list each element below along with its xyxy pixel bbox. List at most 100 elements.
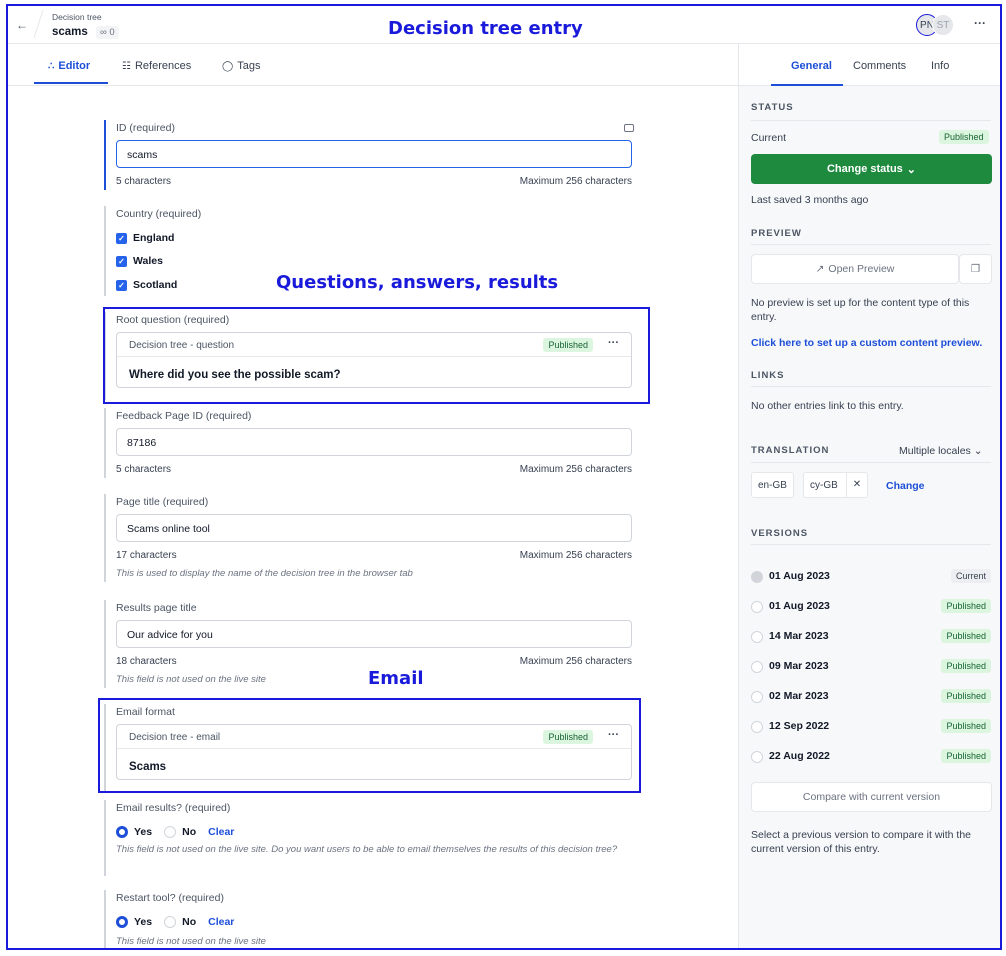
more-options-icon[interactable]: ··· [608,337,619,349]
field-country: Country (required) ✓ England ✓ Wales ✓ S… [104,206,644,296]
version-row[interactable]: 09 Mar 2023 Published [751,658,991,678]
version-row[interactable]: 12 Sep 2022 Published [751,718,991,738]
avatar[interactable]: ST [932,14,954,36]
compare-version-button[interactable]: Compare with current version [751,782,992,812]
tab-label: References [134,60,192,72]
comment-icon[interactable] [624,124,634,132]
checkbox-wales[interactable]: ✓ Wales [116,255,163,267]
version-radio[interactable] [751,631,763,643]
copy-preview-button[interactable]: ❐ [959,254,992,284]
references-count-badge[interactable]: ∞ 0 [96,26,119,39]
entry-title: scams [52,26,88,38]
tab-references[interactable]: ☷ References [122,60,191,72]
change-status-button[interactable]: Change status ⌄ [751,154,992,184]
radio-no[interactable] [164,826,177,838]
field-label: Restart tool? (required) [116,892,224,904]
field-bar [104,704,106,792]
section-heading-versions: VERSIONS [751,528,809,539]
radio-label: No [182,826,197,838]
field-bar [104,800,106,876]
change-locale-link[interactable]: Change [886,480,925,492]
radio-no[interactable] [164,916,177,928]
radio-label: Yes [134,916,153,928]
version-radio[interactable] [751,691,763,703]
tab-label: Editor [58,60,91,72]
compare-note: Select a previous version to compare it … [751,829,972,855]
card-title: Where did you see the possible scam? [129,369,341,381]
version-radio[interactable] [751,661,763,673]
char-max: Maximum 256 characters [519,550,632,561]
status-badge: Published [543,730,593,744]
section-heading-status: STATUS [751,102,794,113]
current-status-label: Current [751,132,787,144]
tab-info[interactable]: Info [931,60,950,72]
checkbox-checked-icon: ✓ [116,279,127,291]
button-label: Open Preview [828,263,895,275]
close-icon[interactable]: ✕ [845,473,867,497]
version-row[interactable]: 01 Aug 2023 Current [751,568,991,588]
field-label: Email format [116,706,175,718]
tab-editor[interactable]: ∴ Editor [48,60,90,72]
tab-comments[interactable]: Comments [853,60,907,72]
status-badge: Published [941,719,991,733]
active-tab-indicator [771,84,843,86]
card-header: Decision tree - email Published ··· [117,725,631,749]
id-input[interactable]: scams [116,140,632,168]
version-radio[interactable] [751,751,763,763]
field-bar [104,890,106,948]
button-label: Change status [826,163,903,175]
version-date: 22 Aug 2022 [769,750,830,762]
sidebar-tabs: General Comments Info [739,44,1000,86]
feedback-page-id-input[interactable]: 87186 [116,428,632,456]
version-row[interactable]: 02 Mar 2023 Published [751,688,991,708]
field-label: Results page title [116,602,197,614]
setup-preview-link[interactable]: Click here to set up a custom content pr… [751,337,983,349]
tab-label: Tags [237,60,261,72]
status-badge: Published [941,659,991,673]
more-options-icon[interactable]: ··· [608,729,619,741]
version-row[interactable]: 01 Aug 2023 Published [751,598,991,618]
copy-icon: ❐ [970,263,981,275]
references-count: 0 [109,27,115,38]
clear-link[interactable]: Clear [208,826,235,838]
radio-yes[interactable] [116,916,128,928]
radio-label: No [182,916,197,928]
page-title-input[interactable]: Scams online tool [116,514,632,542]
more-options-icon[interactable]: ··· [974,16,986,30]
results-page-title-input[interactable]: Our advice for you [116,620,632,648]
checkbox-checked-icon: ✓ [116,255,127,267]
card-content-type: Decision tree - question [129,340,235,351]
version-row[interactable]: 14 Mar 2023 Published [751,628,991,648]
char-count: 5 characters [116,176,172,187]
radio-yes[interactable] [116,826,128,838]
chevron-down-icon: ⌄ [906,163,916,176]
tab-general[interactable]: General [791,60,832,72]
card-title: Scams [129,761,167,773]
field-hint: This field is not used on the live site.… [116,844,618,855]
section-heading-links: LINKS [751,370,785,381]
linked-entry-card[interactable]: Decision tree - email Published ··· Scam… [116,724,632,780]
version-row[interactable]: 22 Aug 2022 Published [751,748,991,768]
version-radio[interactable] [751,721,763,733]
checkbox-england[interactable]: ✓ England [116,232,174,244]
chevron-down-icon: ⌄ [973,445,983,457]
highlight-box [98,698,641,793]
divider [751,120,991,121]
tab-tags[interactable]: ◯ Tags [222,60,260,72]
locale-label: en-GB [758,479,787,491]
char-count: 18 characters [116,656,177,667]
field-results-page-title: Results page title Our advice for you 18… [104,600,644,688]
status-badge: Published [941,689,991,703]
locale-tag: cy-GB ✕ [803,472,869,498]
back-arrow-icon[interactable]: ← [16,18,28,32]
version-radio[interactable] [751,601,763,613]
open-preview-button[interactable]: ↗ Open Preview [751,254,959,284]
char-max: Maximum 256 characters [519,656,632,667]
linked-entry-card[interactable]: Decision tree - question Published ··· W… [116,332,632,388]
checkbox-scotland[interactable]: ✓ Scotland [116,279,177,291]
clear-link[interactable]: Clear [208,916,235,928]
locales-select[interactable]: Multiple locales ⌄ [899,445,983,457]
field-hint: This field is not used on the live site [116,936,266,947]
card-content-type: Decision tree - email [129,732,221,743]
version-radio[interactable] [751,571,763,583]
